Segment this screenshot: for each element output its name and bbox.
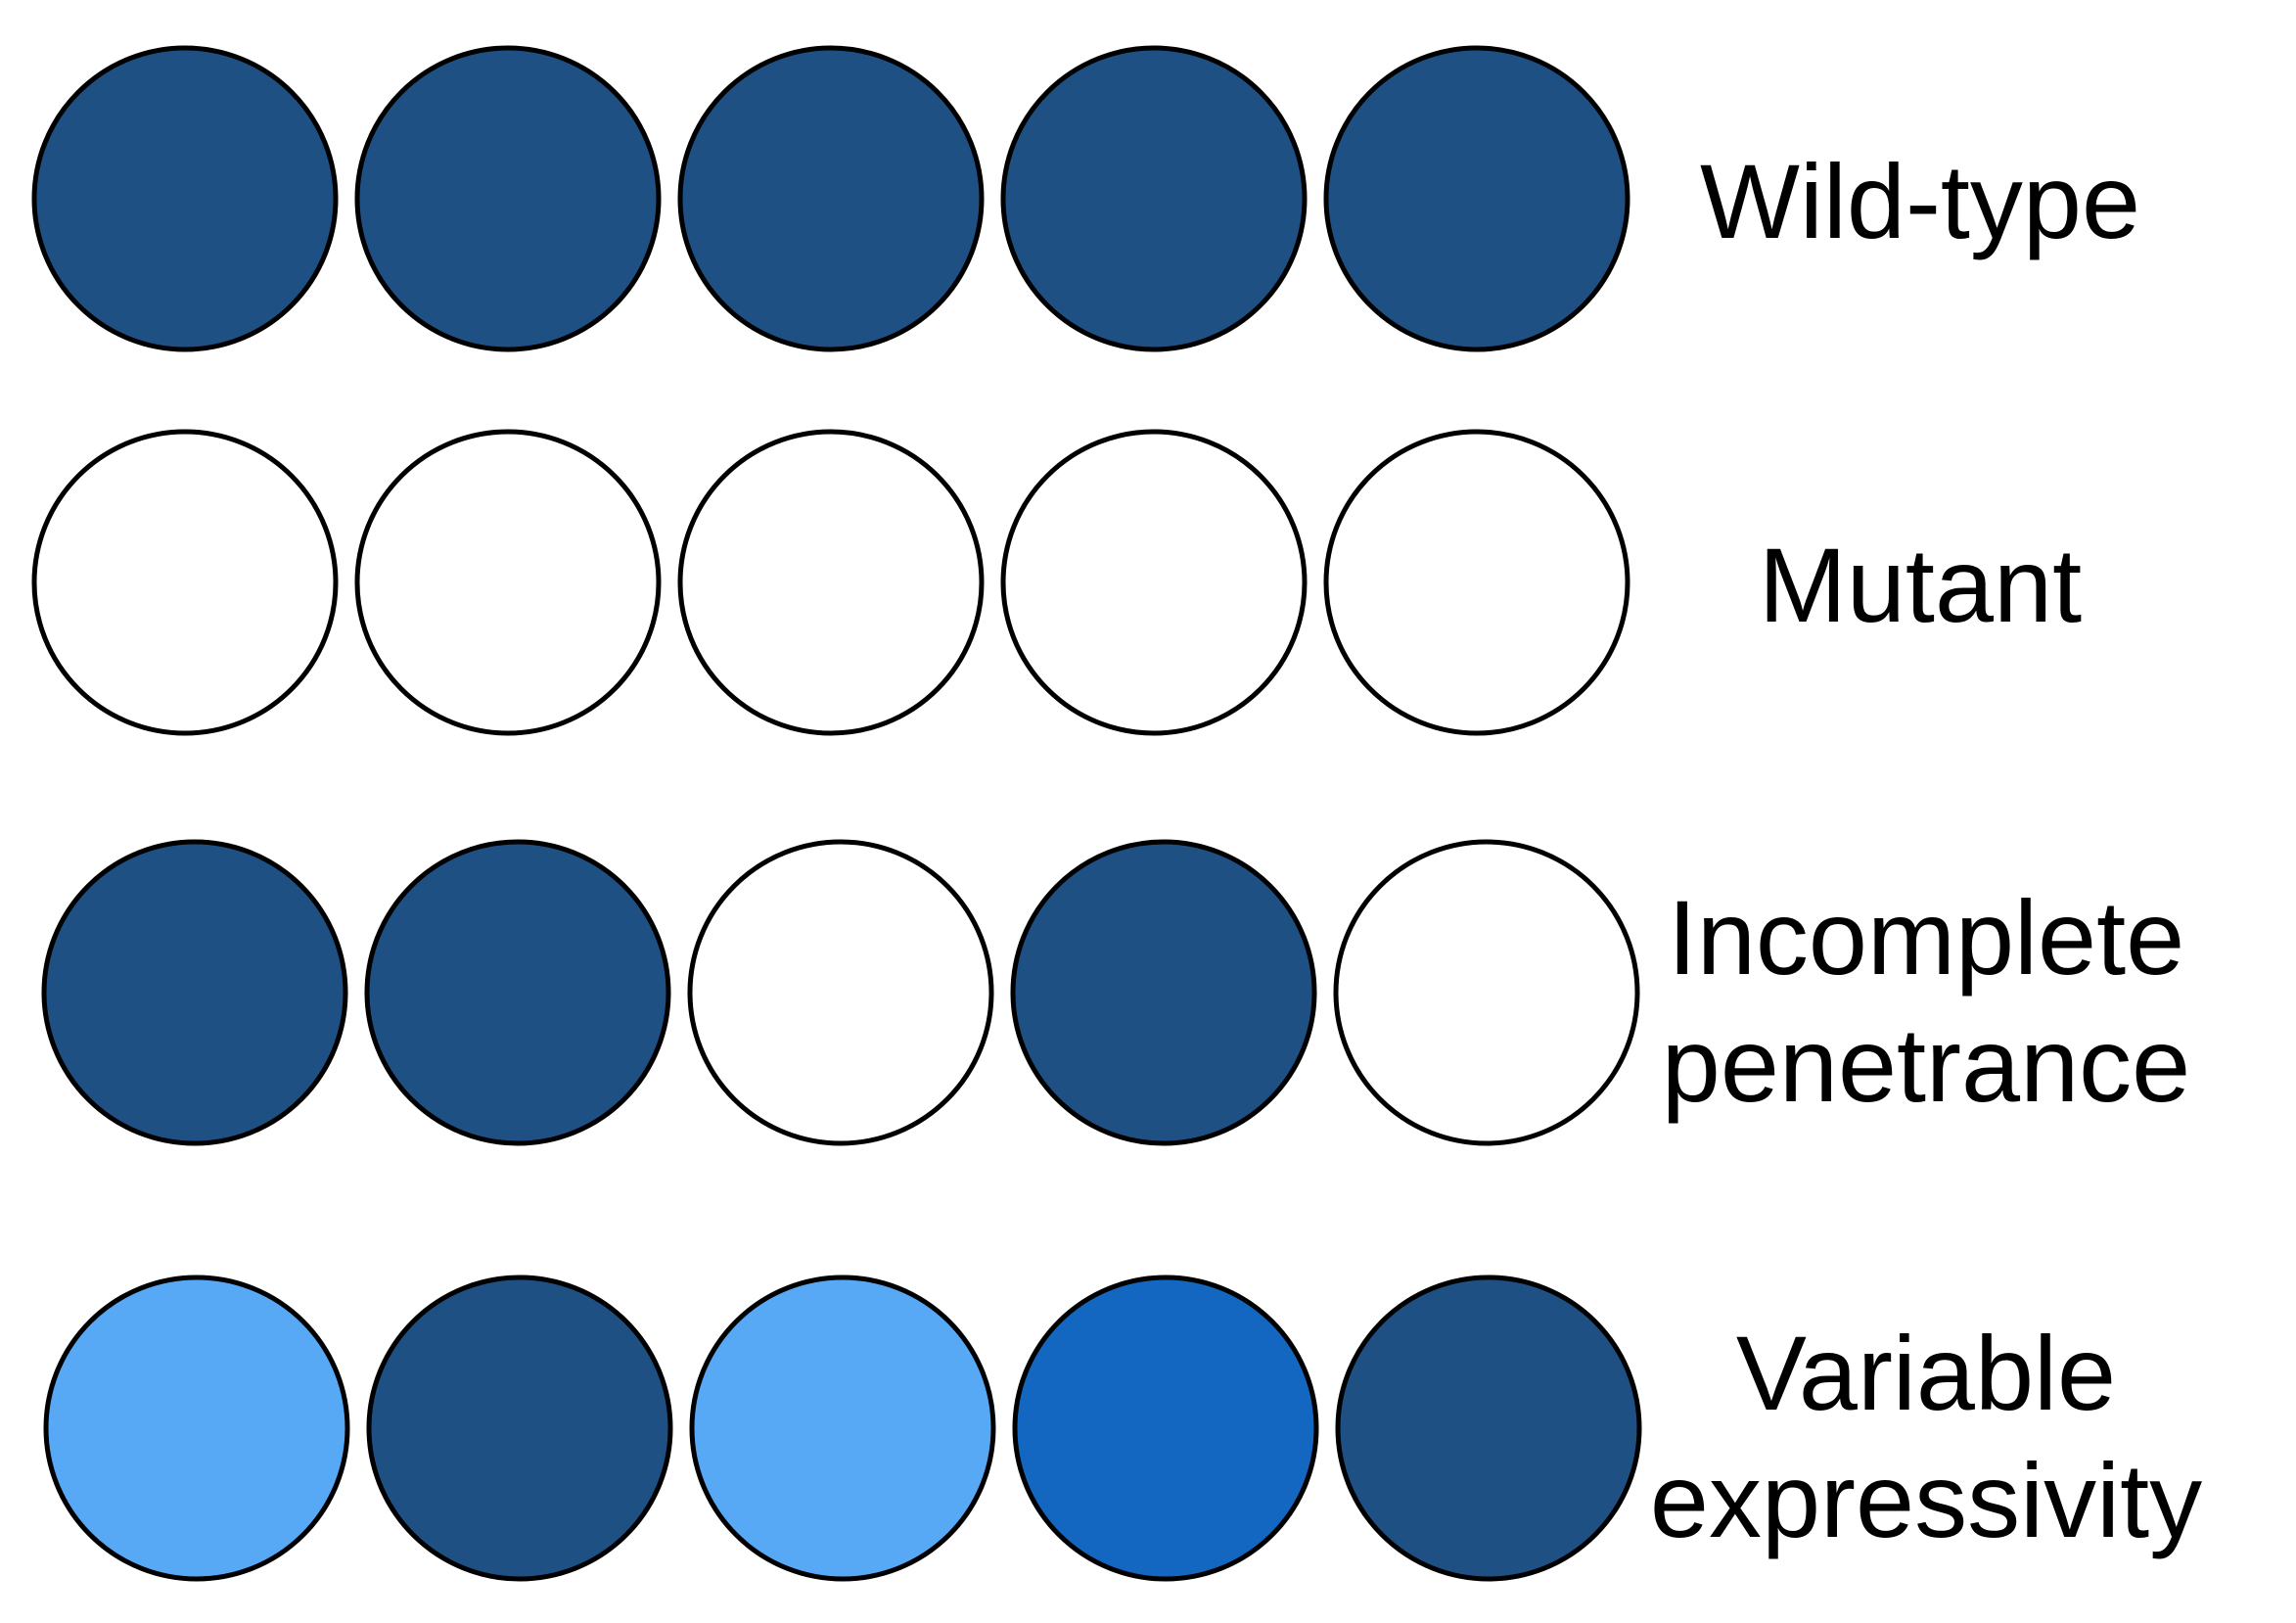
wild-type-circle-3 bbox=[677, 45, 985, 352]
wild-type-circle-1 bbox=[31, 45, 339, 352]
wild-type-circle-5 bbox=[1323, 45, 1630, 352]
row-mutant: Mutant bbox=[31, 429, 2082, 736]
incomplete-penetrance-circle-3 bbox=[687, 839, 994, 1146]
wild-type-label-line-1: Wild-type bbox=[1700, 142, 2140, 260]
variable-expressivity-circle-1 bbox=[43, 1275, 350, 1582]
variable-expressivity-circle-3 bbox=[689, 1275, 996, 1582]
incomplete-penetrance-circle-2 bbox=[364, 839, 671, 1146]
mutant-label: Mutant bbox=[1759, 526, 2082, 644]
incomplete-penetrance-circle-1 bbox=[41, 839, 348, 1146]
incomplete-penetrance-circle-5 bbox=[1333, 839, 1640, 1146]
mutant-label-line-1: Mutant bbox=[1759, 526, 2082, 644]
mutant-circle-2 bbox=[354, 429, 662, 736]
variable-expressivity-label-line-1: Variable bbox=[1736, 1314, 2116, 1432]
wild-type-circle-2 bbox=[354, 45, 662, 352]
wild-type-circle-4 bbox=[1000, 45, 1308, 352]
mutant-circle-4 bbox=[1000, 429, 1308, 736]
incomplete-penetrance-circle-4 bbox=[1010, 839, 1317, 1146]
variable-expressivity-circle-4 bbox=[1012, 1275, 1319, 1582]
mutant-circle-5 bbox=[1323, 429, 1630, 736]
mutant-circle-3 bbox=[677, 429, 985, 736]
mutant-circle-1 bbox=[31, 429, 339, 736]
wild-type-label: Wild-type bbox=[1700, 142, 2140, 260]
row-wild-type: Wild-type bbox=[31, 45, 2140, 352]
variable-expressivity-circle-2 bbox=[366, 1275, 673, 1582]
variable-expressivity-circle-5 bbox=[1335, 1275, 1642, 1582]
incomplete-penetrance-label-line-1: Incomplete bbox=[1668, 878, 2184, 997]
incomplete-penetrance-label-line-2: penetrance bbox=[1662, 1005, 2190, 1124]
variable-expressivity-label-line-2: expressivity bbox=[1650, 1441, 2202, 1559]
